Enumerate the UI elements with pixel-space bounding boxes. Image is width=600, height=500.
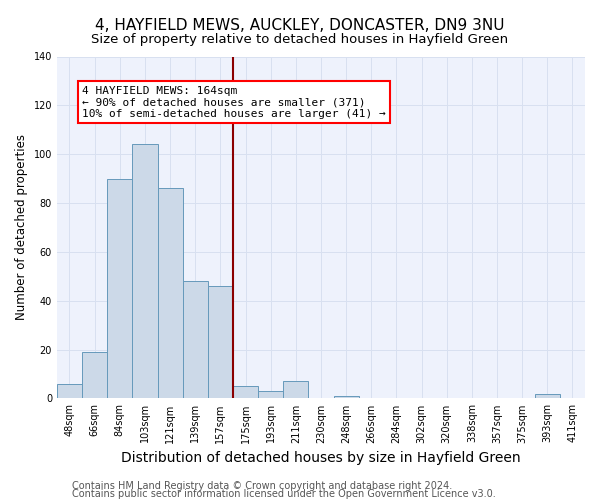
Bar [158, 188, 182, 398]
Text: 4 HAYFIELD MEWS: 164sqm
← 90% of detached houses are smaller (371)
10% of semi-d: 4 HAYFIELD MEWS: 164sqm ← 90% of detache… [82, 86, 386, 119]
Text: Contains HM Land Registry data © Crown copyright and database right 2024.: Contains HM Land Registry data © Crown c… [72, 481, 452, 491]
Bar [107, 178, 133, 398]
Text: Contains public sector information licensed under the Open Government Licence v3: Contains public sector information licen… [72, 489, 496, 499]
Bar [258, 391, 283, 398]
Y-axis label: Number of detached properties: Number of detached properties [15, 134, 28, 320]
Bar [182, 281, 208, 398]
Bar [82, 352, 107, 399]
Bar [208, 286, 233, 399]
Bar [57, 384, 82, 398]
Bar [233, 386, 258, 398]
Text: Size of property relative to detached houses in Hayfield Green: Size of property relative to detached ho… [91, 32, 509, 46]
Bar [283, 382, 308, 398]
X-axis label: Distribution of detached houses by size in Hayfield Green: Distribution of detached houses by size … [121, 451, 521, 465]
Bar [133, 144, 158, 398]
Text: 4, HAYFIELD MEWS, AUCKLEY, DONCASTER, DN9 3NU: 4, HAYFIELD MEWS, AUCKLEY, DONCASTER, DN… [95, 18, 505, 32]
Bar [334, 396, 359, 398]
Bar [535, 394, 560, 398]
